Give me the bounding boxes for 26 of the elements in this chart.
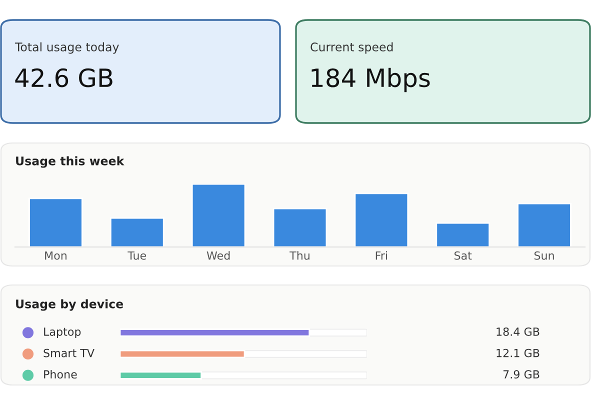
text: 42.6 GB: [15, 68, 112, 88]
chart-title: Usage this week: [16, 156, 124, 168]
x-tick-label: Thu: [290, 251, 310, 260]
bar: [517, 202, 572, 247]
text: 184 Mbps: [312, 68, 430, 92]
category-label: Laptop: [44, 328, 81, 338]
x-tick-label: Sat: [454, 251, 472, 260]
data-label: 7.9 GB: [503, 370, 540, 379]
x-tick-label: Mon: [45, 252, 66, 260]
bar: [110, 217, 164, 247]
bar: [28, 198, 83, 247]
category-label: Phone: [44, 370, 77, 379]
category-label: Smart TV: [44, 348, 94, 358]
bar: [354, 192, 409, 247]
bar: [272, 208, 328, 247]
x-tick-label: Sun: [534, 251, 554, 260]
x-tick-label: Wed: [206, 251, 230, 260]
chart-title: Usage by device: [16, 299, 124, 311]
bar: [436, 222, 490, 247]
data-label: 12.1 GB: [496, 348, 540, 358]
text: Total usage today: [14, 42, 119, 54]
data-label: 18.4 GB: [496, 327, 540, 336]
x-tick-label: Tue: [128, 252, 146, 260]
x-tick-label: Fri: [376, 251, 388, 260]
text: Current speed: [310, 42, 393, 54]
bar: [191, 184, 246, 247]
